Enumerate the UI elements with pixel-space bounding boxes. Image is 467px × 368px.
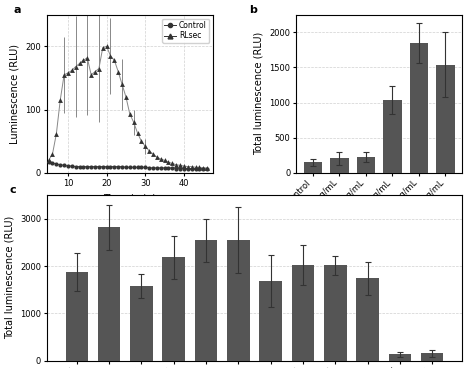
Bar <box>130 286 153 361</box>
Bar <box>330 158 349 173</box>
Bar <box>195 240 217 361</box>
Y-axis label: Total luminescence (RLU): Total luminescence (RLU) <box>254 32 264 155</box>
Bar <box>383 100 402 173</box>
Text: c: c <box>9 185 16 195</box>
Bar <box>389 354 411 361</box>
Legend: Control, RLsec: Control, RLsec <box>162 18 209 43</box>
Bar <box>324 265 347 361</box>
Bar <box>410 43 428 173</box>
Bar <box>259 281 282 361</box>
Bar <box>357 157 375 173</box>
Bar <box>163 258 185 361</box>
Bar <box>292 265 314 361</box>
Bar <box>436 65 455 173</box>
Y-axis label: Total luminescence (RLU): Total luminescence (RLU) <box>5 216 14 339</box>
Bar <box>421 353 444 361</box>
Text: a: a <box>14 5 21 15</box>
Bar <box>98 227 120 361</box>
X-axis label: Time (min): Time (min) <box>103 193 156 203</box>
Bar <box>227 240 250 361</box>
Bar <box>304 162 322 173</box>
Y-axis label: Luminescence (RLU): Luminescence (RLU) <box>10 44 20 144</box>
Bar <box>65 272 88 361</box>
Bar <box>356 278 379 361</box>
Text: b: b <box>249 5 257 15</box>
